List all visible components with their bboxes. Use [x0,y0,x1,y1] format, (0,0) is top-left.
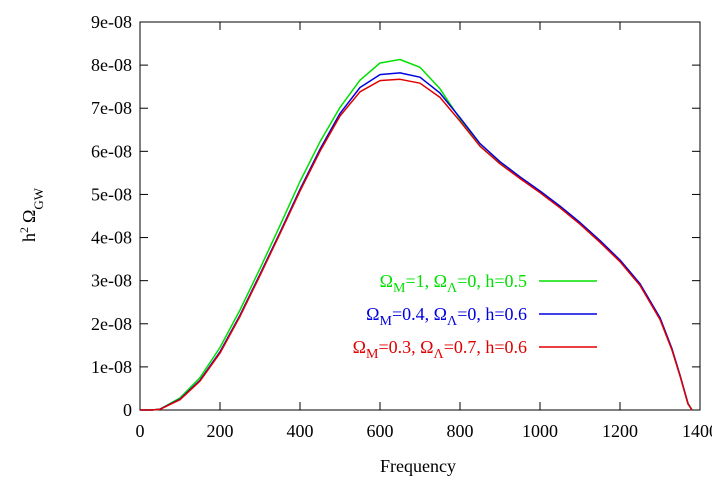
plot-border [139,21,701,411]
legend-omega-l: Ω [420,337,433,357]
y-tick-labels: 0 1e-08 2e-08 3e-08 4e-08 5e-08 6e-08 7e-08 8e-0… [91,12,132,420]
x-tick-label: 0 [136,421,145,441]
series-line-1 [140,58,693,411]
series-line-3 [140,78,693,411]
legend-eq-m: =0.3, [378,337,420,357]
plot-frame [139,21,701,411]
y-tick-label: 3e-08 [91,271,132,291]
legend-omega-l: Ω [434,271,447,291]
legend-eq-l: =0.7, h=0.6 [444,337,527,357]
series-line-2 [140,72,693,411]
legend-entry-3: ΩM=0.3, ΩΛ=0.7, h=0.6 [353,337,527,362]
legend-sub-l: Λ [447,314,458,329]
x-tick-label: 800 [447,421,474,441]
legend-omega-m: Ω [353,337,366,357]
legend-eq-l: =0, h=0.6 [457,304,527,324]
y-tick-label: 9e-08 [91,12,132,32]
y-tick-label: 1e-08 [91,357,132,377]
legend-eq-m: =0.4, [392,304,434,324]
y-tick-label: 2e-08 [91,314,132,334]
x-tick-label: 200 [207,421,234,441]
legend-sub-m: M [380,314,393,329]
y-tick-label: 6e-08 [91,141,132,161]
y-tick-label: 0 [123,400,132,420]
legend-sub-l: Λ [434,347,445,362]
y-axis-title-omega: Ω [19,210,39,223]
x-axis-title: Frequency [380,456,456,476]
y-tick-label: 7e-08 [91,98,132,118]
y-axis-title: h2 ΩGW [17,187,46,242]
y-tick-label: 5e-08 [91,184,132,204]
x-tick-label: 600 [367,421,394,441]
legend-omega-m: Ω [380,271,393,291]
legend: ΩM=1, ΩΛ=0, h=0.5ΩM=0.4, ΩΛ=0, h=0.6ΩM=0… [353,271,597,362]
series-lines [140,58,693,411]
legend-entry-1: ΩM=1, ΩΛ=0, h=0.5 [380,271,527,296]
y-axis-title-sup: 2 [17,227,31,233]
legend-omega-m: Ω [366,304,379,324]
legend-entry-2: ΩM=0.4, ΩΛ=0, h=0.6 [366,304,527,329]
legend-eq-l: =0, h=0.5 [457,271,527,291]
x-tick-label: 1200 [602,421,638,441]
legend-sub-l: Λ [447,281,458,296]
legend-omega-l: Ω [434,304,447,324]
y-tick-label: 4e-08 [91,228,132,248]
legend-eq-m: =1, [405,271,433,291]
legend-sub-m: M [366,347,379,362]
x-tick-label: 1000 [522,421,558,441]
y-axis-title-h: h [19,233,39,242]
y-tick-label: 8e-08 [91,55,132,75]
y-axis-title-sub: GW [31,187,46,209]
legend-sub-m: M [393,281,406,296]
x-tick-label: 400 [287,421,314,441]
